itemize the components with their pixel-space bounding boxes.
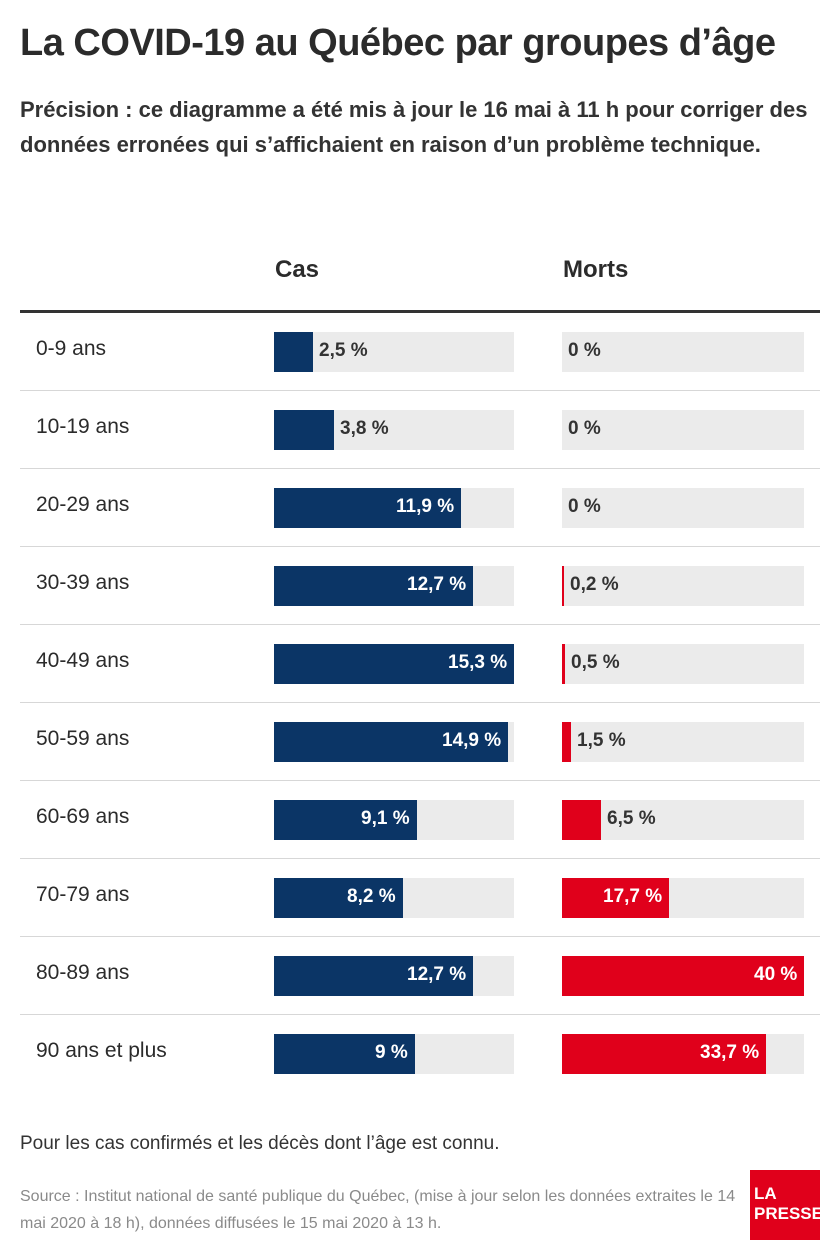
cas-bar (274, 332, 313, 372)
morts-bar-track: 33,7 % (562, 1034, 804, 1074)
age-group-row: 80-89 ans 12,7 % 40 % (20, 937, 820, 1015)
age-group-label: 40-49 ans (36, 649, 130, 672)
morts-bar-track: 6,5 % (562, 800, 804, 840)
cas-bar (274, 410, 334, 450)
cas-value-label: 11,9 % (396, 496, 455, 517)
morts-bar-track: 40 % (562, 956, 804, 996)
logo-line-1: LA (754, 1184, 777, 1203)
cas-value-label: 12,7 % (407, 574, 467, 595)
morts-value-label: 0 % (568, 496, 601, 517)
morts-value-label: 0 % (568, 418, 601, 439)
morts-bar (562, 722, 571, 762)
morts-bar (562, 878, 669, 918)
morts-value-label: 1,5 % (577, 730, 626, 751)
cas-value-label: 3,8 % (340, 418, 389, 439)
age-group-label: 0-9 ans (36, 337, 107, 360)
column-header-cas: Cas (275, 256, 320, 283)
cas-bar-track: 11,9 % (274, 488, 514, 528)
morts-bar (562, 1034, 766, 1074)
age-group-label: 20-29 ans (36, 493, 130, 516)
cas-bar-track: 9,1 % (274, 800, 514, 840)
morts-bar-track: 1,5 % (562, 722, 804, 762)
cas-value-label: 14,9 % (442, 730, 502, 751)
cas-bar (274, 566, 473, 606)
morts-value-label: 0 % (568, 340, 601, 361)
age-group-label: 60-69 ans (36, 805, 130, 828)
morts-bar-track: 0,2 % (562, 566, 804, 606)
age-group-row: 20-29 ans 11,9 % 0 % (20, 469, 820, 547)
age-group-label: 10-19 ans (36, 415, 130, 438)
morts-value-label: 0,2 % (570, 574, 619, 595)
age-group-row: 10-19 ans 3,8 % 0 % (20, 391, 820, 469)
cas-bar (274, 800, 417, 840)
age-group-label: 90 ans et plus (36, 1039, 167, 1062)
chart-title: La COVID-19 au Québec par groupes d’âge (20, 22, 776, 64)
age-group-label: 80-89 ans (36, 961, 130, 984)
la-presse-logo: LA PRESSE (750, 1170, 823, 1240)
cas-bar-track: 9 % (274, 1034, 514, 1074)
cas-value-label: 15,3 % (448, 652, 508, 673)
age-group-row: 70-79 ans 8,2 % 17,7 % (20, 859, 820, 937)
cas-bar (274, 956, 473, 996)
age-group-row: 90 ans et plus 9 % 33,7 % (20, 1015, 820, 1092)
cas-value-label: 12,7 % (407, 964, 467, 985)
logo-line-2: PRESSE (754, 1204, 823, 1223)
age-group-label: 50-59 ans (36, 727, 130, 750)
cas-bar-track: 8,2 % (274, 878, 514, 918)
morts-value-label: 0,5 % (571, 652, 620, 673)
cas-bar-track: 15,3 % (274, 644, 514, 684)
cas-bar-track: 12,7 % (274, 956, 514, 996)
age-group-row: 60-69 ans 9,1 % 6,5 % (20, 781, 820, 859)
morts-value-label: 6,5 % (607, 808, 656, 829)
cas-bar (274, 644, 514, 684)
morts-bar-track: 17,7 % (562, 878, 804, 918)
cas-bar (274, 488, 461, 528)
morts-bar-track: 0 % (562, 332, 804, 372)
chart-subtitle: Précision : ce diagramme a été mis à jou… (20, 97, 808, 157)
age-group-row: 40-49 ans 15,3 % 0,5 % (20, 625, 820, 703)
cas-value-label: 9 % (375, 1042, 408, 1063)
morts-value-label: 17,7 % (603, 886, 663, 907)
age-group-row: 50-59 ans 14,9 % 1,5 % (20, 703, 820, 781)
chart-source: Source : Institut national de santé publ… (20, 1188, 736, 1232)
chart-rows: 0-9 ans 2,5 % 0 % 10-19 ans 3,8 % 0 % 20-29 an… (20, 313, 820, 1092)
cas-bar-track: 14,9 % (274, 722, 514, 762)
cas-bar (274, 1034, 415, 1074)
cas-bar (274, 878, 403, 918)
chart-note: Pour les cas confirmés et les décès dont… (20, 1133, 500, 1154)
age-group-row: 0-9 ans 2,5 % 0 % (20, 313, 820, 391)
header-divider (20, 310, 820, 313)
cas-bar-track: 12,7 % (274, 566, 514, 606)
morts-bar-track: 0 % (562, 488, 804, 528)
age-group-row: 30-39 ans 12,7 % 0,2 % (20, 547, 820, 625)
morts-bar (562, 956, 804, 996)
cas-bar-track: 2,5 % (274, 332, 514, 372)
morts-bar (562, 800, 601, 840)
morts-bar (562, 566, 564, 606)
cas-value-label: 2,5 % (319, 340, 368, 361)
morts-bar-track: 0 % (562, 410, 804, 450)
cas-bar (274, 722, 508, 762)
age-group-label: 70-79 ans (36, 883, 130, 906)
cas-value-label: 9,1 % (361, 808, 410, 829)
cas-bar-track: 3,8 % (274, 410, 514, 450)
age-group-label: 30-39 ans (36, 571, 130, 594)
morts-value-label: 33,7 % (700, 1042, 760, 1063)
morts-bar-track: 0,5 % (562, 644, 804, 684)
column-header-morts: Morts (563, 256, 629, 283)
morts-value-label: 40 % (754, 964, 798, 985)
morts-bar (562, 644, 565, 684)
cas-value-label: 8,2 % (347, 886, 396, 907)
